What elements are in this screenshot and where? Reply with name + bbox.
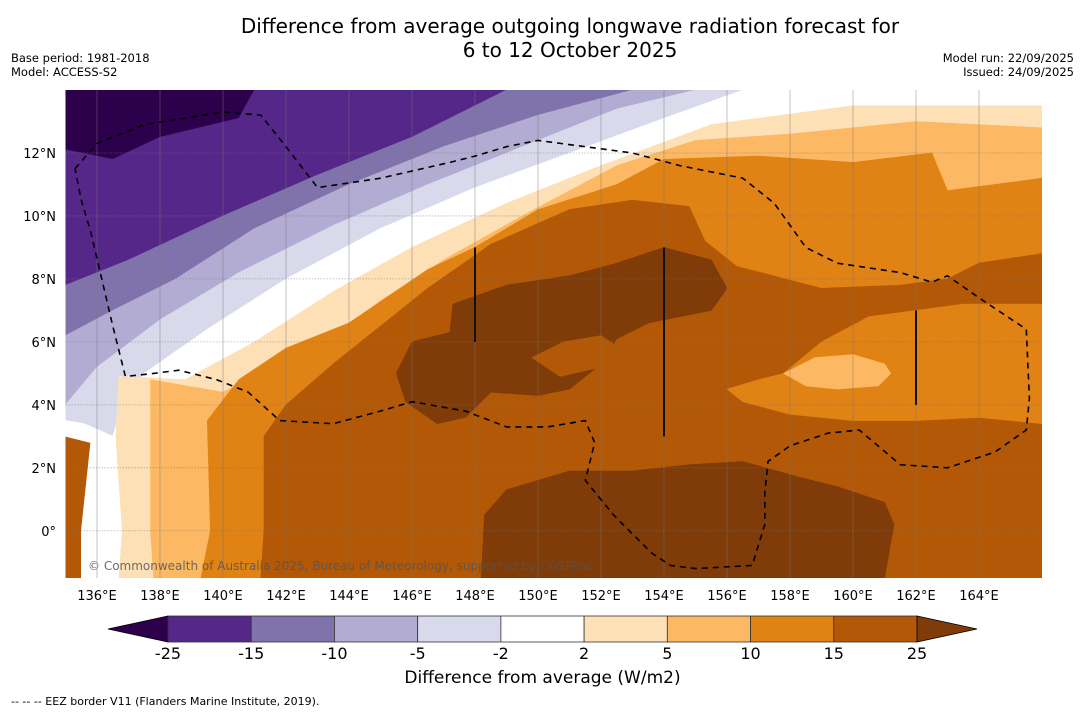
x-tick-label: 150°E — [518, 589, 558, 604]
chart-title-line2: 6 to 12 October 2025 — [462, 38, 678, 62]
contour-region-gt25-b — [480, 461, 895, 578]
x-tick-label: 142°E — [266, 589, 306, 604]
x-tick-label: 162°E — [896, 589, 936, 604]
colorbar-tick-label: -25 — [155, 644, 181, 663]
x-tick-label: 140°E — [203, 589, 243, 604]
x-tick-label: 158°E — [770, 589, 810, 604]
colorbar-label: Difference from average (W/m2) — [404, 668, 681, 688]
colorbar-tick-label: 10 — [740, 644, 760, 663]
y-tick-labels: 0° 2°N 4°N 6°N 8°N 10°N 12°N — [23, 147, 56, 540]
contour-fill-layer — [65, 90, 1042, 578]
chart-title: Difference from average outgoing longwav… — [0, 14, 1085, 62]
eez-border-line — [74, 111, 1031, 570]
colorbar-segment — [583, 615, 668, 643]
colorbar-segment — [250, 615, 335, 643]
y-tick-label: 0° — [41, 525, 56, 540]
contour-region-gt25-a-hole — [531, 335, 621, 377]
colorbar-tick-label: 15 — [824, 644, 844, 663]
x-tick-label: 154°E — [644, 589, 684, 604]
colorbar-tick-label: -10 — [321, 644, 347, 663]
y-tick-label: 2°N — [32, 462, 57, 477]
copyright-text: © Commonwealth of Australia 2025, Bureau… — [88, 559, 593, 573]
x-tick-label: 138°E — [140, 589, 180, 604]
eez-border-layer — [74, 111, 1031, 570]
contour-region-gt25-a — [395, 247, 728, 425]
x-tick-label: 144°E — [329, 589, 369, 604]
island-marks-layer — [474, 247, 917, 437]
colorbar-tick-label: 2 — [579, 644, 589, 663]
colorbar-tick-label: 5 — [662, 644, 672, 663]
contour-region-15to25-corner — [953, 253, 1042, 305]
colorbar-segment — [417, 615, 502, 643]
contour-region-15to25 — [260, 199, 1042, 578]
y-tick-label: 4°N — [32, 399, 57, 414]
x-tick-label: 136°E — [77, 589, 117, 604]
colorbar-segment — [750, 615, 835, 643]
x-tick-label: 164°E — [959, 589, 999, 604]
meta-left: Base period: 1981-2018 Model: ACCESS-S2 — [11, 51, 150, 79]
model-run-label: Model run: 22/09/2025 — [942, 51, 1074, 65]
issued-label: Issued: 24/09/2025 — [963, 65, 1074, 79]
x-tick-label: 148°E — [455, 589, 495, 604]
x-tick-labels: 136°E 138°E 140°E 142°E 144°E 146°E 148°E 150°E… — [77, 589, 999, 604]
colorbar-over-arrow — [916, 615, 978, 643]
colorbar-tick-label: -5 — [410, 644, 426, 663]
y-tick-label: 12°N — [23, 147, 56, 162]
colorbar-segment — [167, 615, 252, 643]
x-tick-label: 160°E — [833, 589, 873, 604]
model-label: Model: ACCESS-S2 — [11, 65, 118, 79]
y-tick-label: 10°N — [23, 210, 56, 225]
x-tick-label: 146°E — [392, 589, 432, 604]
colorbar-segment — [666, 615, 751, 643]
y-tick-label: 8°N — [32, 273, 57, 288]
colorbar-tick-label: -2 — [493, 644, 509, 663]
colorbar: -25 -15 -10 -5 -2 2 5 10 15 25 — [107, 615, 978, 663]
eez-footnote: -- -- -- EEZ border V11 (Flanders Marine… — [11, 695, 320, 708]
colorbar-segment — [334, 615, 419, 643]
meta-right: Model run: 22/09/2025 Issued: 24/09/2025 — [943, 51, 1074, 79]
colorbar-segment — [833, 615, 918, 643]
colorbar-tick-label: -15 — [238, 644, 264, 663]
contour-region-5to10-b — [783, 354, 892, 390]
colorbar-under-arrow — [107, 615, 169, 643]
y-tick-label: 6°N — [32, 336, 57, 351]
base-period-label: Base period: 1981-2018 — [11, 51, 150, 65]
colorbar-tick-label: 25 — [907, 644, 927, 663]
x-tick-label: 152°E — [581, 589, 621, 604]
chart-title-line1: Difference from average outgoing longwav… — [240, 14, 900, 38]
colorbar-segment — [500, 615, 585, 643]
x-tick-label: 156°E — [707, 589, 747, 604]
